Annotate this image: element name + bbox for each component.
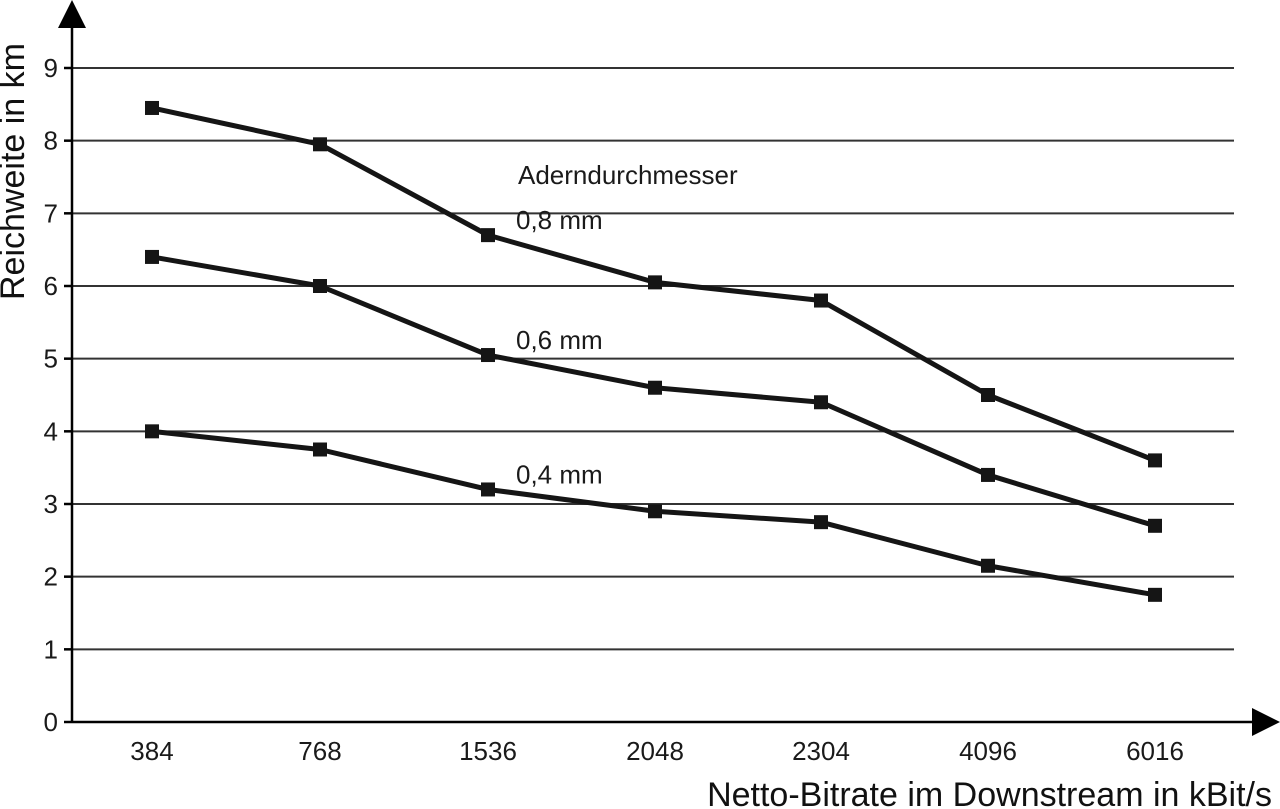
- data-point: [1148, 587, 1162, 602]
- y-tick-label: 8: [44, 126, 58, 156]
- x-axis-title: Netto-Bitrate im Downstream in kBit/s: [707, 776, 1272, 809]
- data-point: [814, 293, 828, 308]
- y-tick-label: 0: [44, 707, 58, 737]
- x-tick-label: 6016: [1126, 736, 1184, 766]
- data-point: [814, 515, 828, 530]
- x-tick-label: 768: [298, 736, 341, 766]
- data-point: [981, 558, 995, 573]
- annotation-heading: Aderndurchmesser: [518, 160, 738, 190]
- y-axis-arrow: [58, 0, 86, 28]
- data-point: [481, 228, 495, 243]
- y-tick-labels: 0 1 2 3 4 5 6 7 8 9: [44, 53, 58, 737]
- data-point: [313, 279, 327, 293]
- y-tick-label: 1: [44, 634, 58, 664]
- axes: [58, 0, 1280, 736]
- data-point: [145, 100, 159, 115]
- series-label: 0,4 mm: [516, 459, 603, 489]
- y-tick-label: 4: [44, 416, 58, 446]
- y-tick-label: 7: [44, 198, 58, 228]
- data-point: [648, 275, 662, 290]
- data-point: [481, 348, 495, 363]
- data-point: [313, 137, 327, 152]
- data-point: [648, 504, 662, 519]
- series: [145, 100, 1162, 602]
- y-axis-title: Reichweite in km: [0, 43, 32, 300]
- x-tick-label: 384: [130, 736, 173, 766]
- data-point: [981, 467, 995, 482]
- y-tick-label: 2: [44, 562, 58, 592]
- y-tick-label: 6: [44, 271, 58, 301]
- y-tick-label: 3: [44, 489, 58, 519]
- data-point: [1148, 453, 1162, 468]
- y-tick-label: 9: [44, 53, 58, 83]
- x-tick-label: 1536: [459, 736, 517, 766]
- data-point: [481, 482, 495, 497]
- data-point: [145, 249, 159, 264]
- gridlines: [64, 66, 1234, 724]
- data-point: [814, 395, 828, 410]
- series-label: 0,8 mm: [516, 205, 603, 235]
- x-tick-labels: 384 768 1536 2048 2304 4096 6016: [130, 736, 1184, 766]
- x-tick-label: 2048: [626, 736, 684, 766]
- data-point: [981, 388, 995, 402]
- x-tick-label: 4096: [959, 736, 1017, 766]
- series-label: 0,6 mm: [516, 325, 603, 355]
- data-point: [648, 380, 662, 395]
- x-axis-arrow: [1252, 708, 1280, 736]
- data-point: [1148, 518, 1162, 533]
- x-tick-label: 2304: [792, 736, 850, 766]
- data-point: [313, 442, 327, 457]
- series-labels: 0,8 mm 0,6 mm 0,4 mm: [516, 205, 603, 489]
- y-tick-label: 5: [44, 344, 58, 374]
- data-point: [145, 424, 159, 439]
